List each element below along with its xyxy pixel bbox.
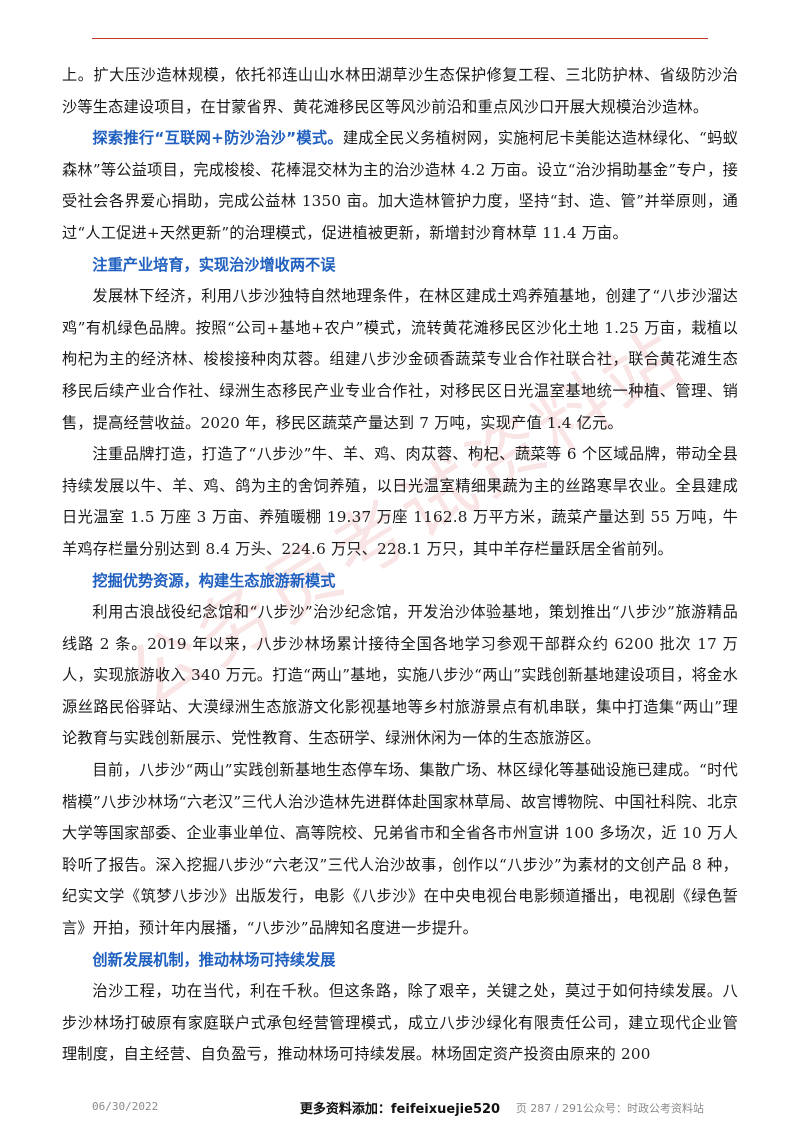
page-footer: 06/30/2022 更多资料添加：feifeixuejie520 页 287 … [0,1098,800,1122]
footer-contact: 更多资料添加：feifeixuejie520 [299,1102,501,1117]
document-body: 上。扩大压沙造林规模，依托祁连山山水林田湖草沙生态保护修复工程、三北防护林、省级… [62,60,738,1071]
body-paragraph: 治沙工程，功在当代，利在千秋。但这条路，除了艰辛，关键之处，莫过于如何持续发展。… [62,982,738,1064]
body-paragraph: 目前，八步沙“两山”实践创新基地生态停车场、集散广场、林区绿化等基础设施已建成。… [62,761,738,938]
footer-page-number: 页 287 / 291公众号：时政公考资料站 [515,1102,704,1115]
paragraph-text: 建成全民义务植树网，实施柯尼卡美能达造林绿化、“蚂蚁森林”等公益项目，完成梭梭、… [62,129,739,242]
footer-date: 06/30/2022 [92,1100,159,1113]
header-rule [92,38,708,39]
body-paragraph: 发展林下经济，利用八步沙独特自然地理条件，在林区建成土鸡养殖基地，创建了“八步沙… [62,287,738,432]
section-heading: 挖掘优势资源，构建生态旅游新模式 [92,571,336,590]
section-heading: 注重产业培育，实现治沙增收两不误 [92,255,336,274]
inline-heading: 探索推行“互联网+防沙治沙”模式。 [92,129,343,148]
body-paragraph: 探索推行“互联网+防沙治沙”模式。建成全民义务植树网，实施柯尼卡美能达造林绿化、… [62,123,738,249]
body-paragraph: 利用古浪战役纪念馆和“八步沙”治沙纪念馆，开发治沙体验基地，策划推出“八步沙”旅… [62,603,738,748]
section-heading: 创新发展机制，推动林场可持续发展 [92,950,336,969]
body-paragraph: 上。扩大压沙造林规模，依托祁连山山水林田湖草沙生态保护修复工程、三北防护林、省级… [62,66,738,116]
body-paragraph: 注重品牌打造，打造了“八步沙”牛、羊、鸡、肉苁蓉、枸杞、蔬菜等 6 个区域品牌，… [62,445,738,558]
